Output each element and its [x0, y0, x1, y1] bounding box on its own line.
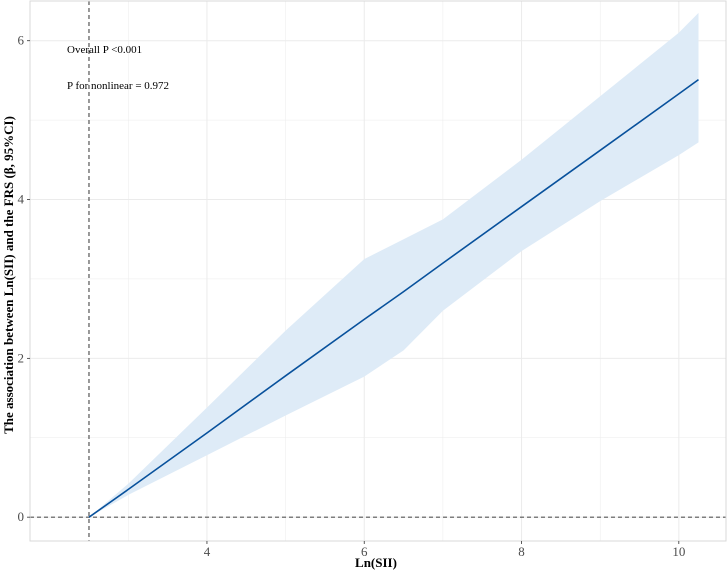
series-line: [88, 78, 699, 518]
x-tick-label: 8: [518, 544, 525, 559]
y-tick-label: 6: [18, 33, 25, 48]
x-tick-label: 10: [672, 544, 685, 559]
confidence-band: [89, 12, 699, 518]
panel-border: [29, 0, 727, 542]
annotation-nonlinear-p: P for nonlinear = 0.972: [67, 80, 169, 92]
y-tick-label: 4: [18, 192, 25, 207]
line-layer: [88, 78, 699, 518]
annotation-overall-p: Overall P <0.001: [67, 44, 142, 56]
y-tick-label: 0: [18, 509, 25, 524]
x-axis-title: Ln(SII): [355, 555, 397, 570]
reference-lines: [30, 1, 726, 541]
y-tick-label: 2: [18, 350, 25, 365]
x-tick-label: 4: [204, 544, 211, 559]
x-tick-label: 6: [361, 544, 368, 559]
y-axis-title: The association between Ln(SII) and the …: [1, 116, 16, 434]
confidence-band-layer: [89, 12, 699, 518]
axis-ticks: 4 6 8 10 0 2 4 6: [18, 33, 686, 559]
